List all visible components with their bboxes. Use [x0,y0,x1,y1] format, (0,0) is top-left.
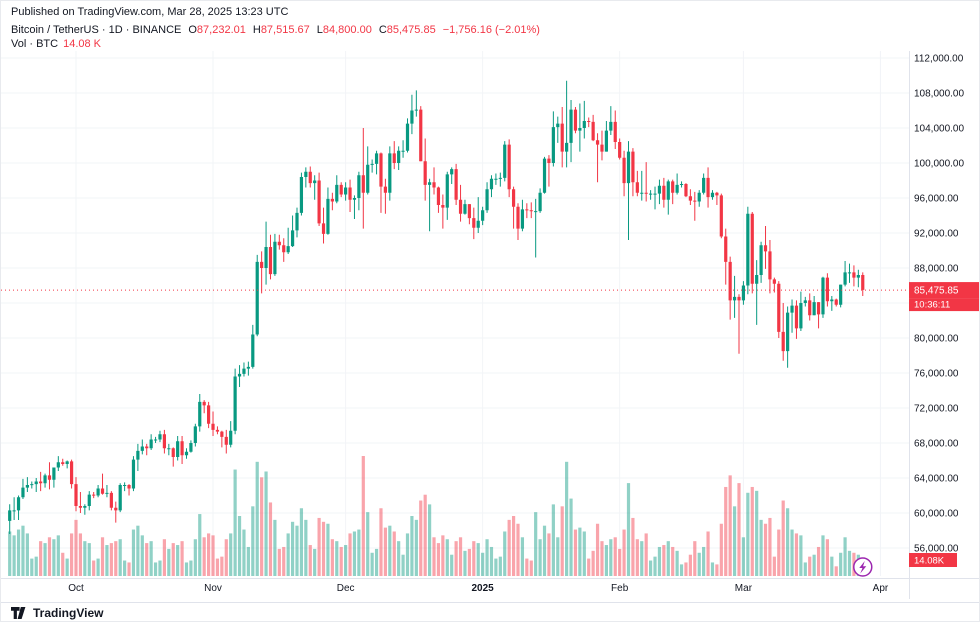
tradingview-logo[interactable]: TradingView [11,606,103,620]
svg-text:68,000.00: 68,000.00 [914,439,959,450]
volume-value: 14.08 K [63,38,101,50]
svg-text:Apr: Apr [873,583,889,594]
svg-text:Oct: Oct [68,583,84,594]
high-key: H [252,24,261,36]
change-value: −1,756.16 (−2.01%) [442,24,540,36]
symbol-title: Bitcoin / TetherUS · 1D · BINANCE [11,24,182,36]
open-key: O [188,24,197,36]
svg-text:60,000.00: 60,000.00 [914,509,959,520]
tradingview-logo-icon [11,607,26,619]
svg-text:88,000.00: 88,000.00 [914,264,959,275]
last-price-label: 85,475.85 10:36:11 [909,282,979,312]
svg-text:64,000.00: 64,000.00 [914,474,959,485]
volume-row: Vol · BTC 14.08 K [11,37,540,51]
footer: TradingView [1,602,979,621]
svg-text:72,000.00: 72,000.00 [914,404,959,415]
svg-text:96,000.00: 96,000.00 [914,194,959,205]
svg-text:14.08K: 14.08K [914,556,945,567]
svg-text:108,000.00: 108,000.00 [914,89,964,100]
grid [1,51,909,576]
close-value: 85,475.85 [386,24,436,36]
svg-text:92,000.00: 92,000.00 [914,229,959,240]
symbol-row: Bitcoin / TetherUS · 1D · BINANCE O87,232… [11,23,540,37]
published-line: Published on TradingView.com, Mar 28, 20… [11,6,289,18]
svg-text:104,000.00: 104,000.00 [914,124,964,135]
svg-text:2025: 2025 [472,583,495,594]
low-value: 84,800.00 [322,24,372,36]
volume-label: Vol · BTC [11,38,59,50]
svg-text:Feb: Feb [611,583,629,594]
time-axis-labels[interactable]: Oct Nov Dec 2025 Feb Mar Apr [68,583,889,594]
lightning-icon [859,561,867,574]
svg-text:Dec: Dec [337,583,355,594]
svg-text:112,000.00: 112,000.00 [914,54,964,65]
close-key: C [378,24,387,36]
chart-legend: Bitcoin / TetherUS · 1D · BINANCE O87,232… [11,23,540,51]
countdown: 10:36:11 [914,300,950,311]
volume-series [8,456,865,576]
price-chart[interactable]: 112,000.00 108,000.00 104,000.00 100,000.00… [1,1,980,602]
open-value: 87,232.01 [196,24,246,36]
low-key: L [316,24,323,36]
volume-badge: 14.08K [909,553,957,567]
candles-series [8,80,865,534]
svg-text:56,000.00: 56,000.00 [914,544,959,555]
flash-event-button[interactable] [853,557,873,577]
svg-text:Mar: Mar [735,583,753,594]
high-value: 87,515.67 [260,24,310,36]
svg-text:100,000.00: 100,000.00 [914,159,964,170]
svg-text:Nov: Nov [204,583,222,594]
svg-text:76,000.00: 76,000.00 [914,369,959,380]
tradingview-logo-text: TradingView [33,606,104,620]
svg-text:85,475.85: 85,475.85 [914,286,959,297]
price-axis-labels[interactable]: 112,000.00 108,000.00 104,000.00 100,000.00… [914,54,964,555]
svg-text:80,000.00: 80,000.00 [914,334,959,345]
